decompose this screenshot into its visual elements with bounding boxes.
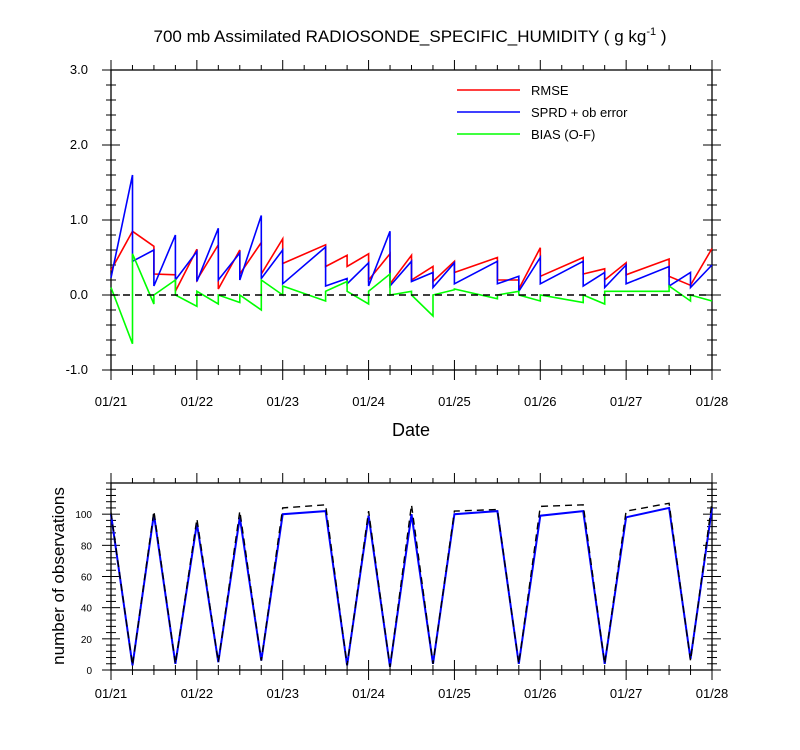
bottom-axis-labels: 01/21 01/22 01/23 01/24 01/25 01/26 01/27 01/28… [75,510,728,701]
top-x-tick-label: 01/28 [696,394,729,409]
bottom-x-tick-label: 01/23 [266,686,299,701]
bottom-y-tick-label: 100 [75,510,92,521]
top-series-bias-o-f [110,253,713,345]
top-series-sprd-ob-error [110,174,713,295]
y-axis-title: number of observations [49,487,68,665]
top-y-tick-label: 3.0 [70,62,88,77]
legend-rmse-label: RMSE [531,83,569,98]
top-x-tick-label: 01/25 [438,394,471,409]
bottom-y-tick-label: 80 [81,541,93,552]
top-series-layer [110,174,713,345]
bottom-series-total [110,501,713,667]
bottom-y-tick-label: 60 [81,573,93,584]
bottom-y-tick-label: 20 [81,635,93,646]
top-axis-labels: 01/21 01/22 01/23 01/24 01/25 01/26 01/27 01/28… [66,62,729,409]
bottom-y-tick-label: 40 [81,604,93,615]
legend-sprd-label: SPRD + ob error [531,105,628,120]
top-y-tick-label: -1.0 [66,362,88,377]
bottom-series-used [110,506,713,668]
bottom-plot-frame [110,482,713,671]
top-x-tick-label: 01/27 [610,394,643,409]
top-x-tick-label: 01/26 [524,394,557,409]
top-x-tick-label: 01/21 [95,394,128,409]
bottom-y-tick-label: 0 [86,666,92,677]
x-axis-title: Date [392,420,430,440]
bottom-series-layer [110,501,713,668]
top-x-tick-label: 01/22 [181,394,214,409]
bottom-x-tick-label: 01/26 [524,686,557,701]
bottom-x-tick-label: 01/22 [181,686,214,701]
top-x-tick-label: 01/23 [266,394,299,409]
chart-title: 700 mb Assimilated RADIOSONDE_SPECIFIC_H… [154,26,667,46]
bottom-x-tick-label: 01/25 [438,686,471,701]
bottom-x-tick-label: 01/24 [352,686,385,701]
bottom-x-tick-label: 01/27 [610,686,643,701]
top-x-tick-label: 01/24 [352,394,385,409]
bottom-axis-ticks [102,473,721,680]
top-axis-ticks [102,60,721,380]
top-y-tick-label: 2.0 [70,137,88,152]
legend: RMSE SPRD + ob error BIAS (O-F) [457,83,628,142]
bottom-x-tick-label: 01/21 [95,686,128,701]
top-y-tick-label: 0.0 [70,287,88,302]
bottom-x-tick-label: 01/28 [696,686,729,701]
top-y-tick-label: 1.0 [70,212,88,227]
legend-bias-label: BIAS (O-F) [531,127,595,142]
